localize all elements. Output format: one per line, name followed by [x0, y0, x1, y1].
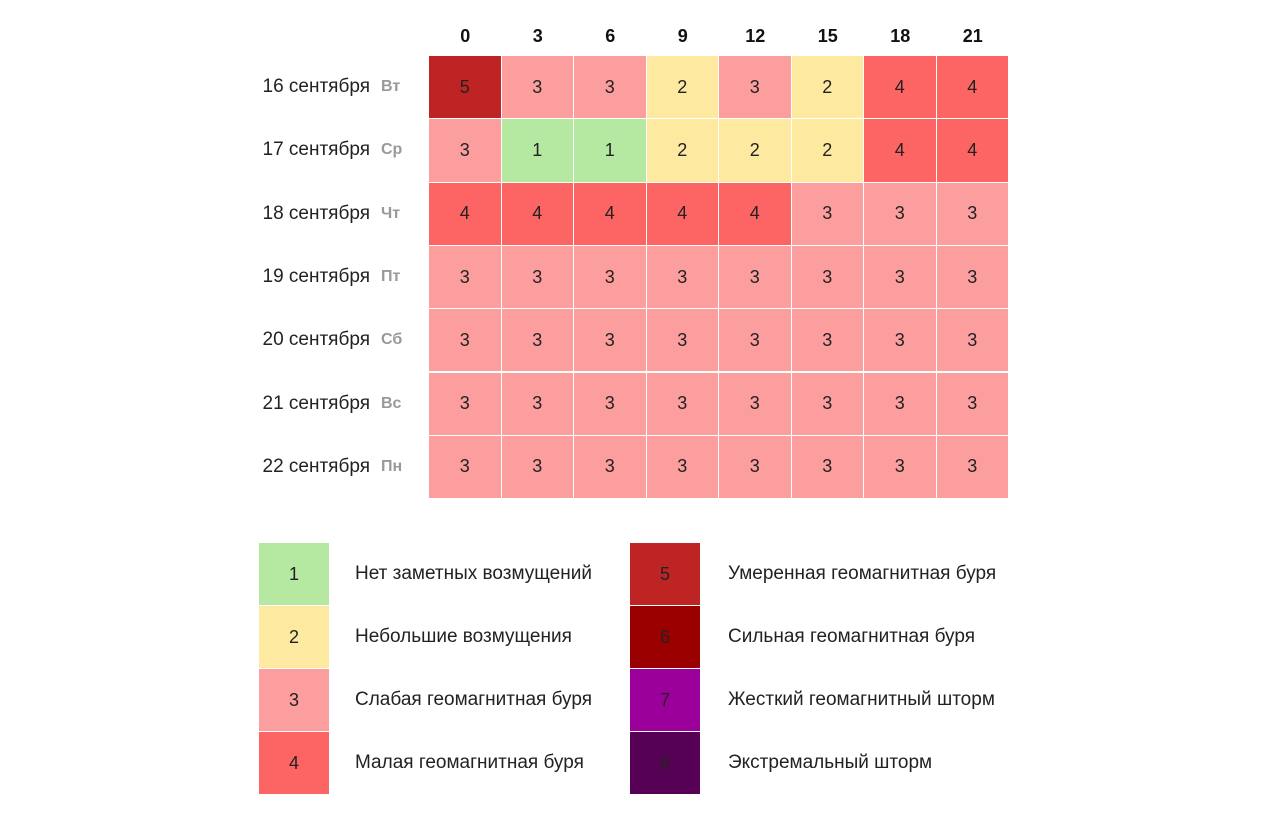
cell: 2 — [719, 119, 792, 183]
legend-swatch: 1 — [259, 543, 330, 606]
cell: 3 — [501, 372, 574, 436]
row-weekday: Пт — [381, 267, 401, 285]
cell: 3 — [791, 435, 864, 500]
column-header: 18 — [890, 26, 911, 46]
cell: 3 — [429, 245, 502, 310]
cell: 3 — [791, 182, 864, 246]
cell: 3 — [936, 309, 1009, 373]
cell: 3 — [864, 372, 937, 436]
cell: 3 — [501, 56, 574, 120]
row-weekday: Чт — [381, 204, 401, 222]
cell: 3 — [429, 119, 502, 183]
legend-label: Умеренная геомагнитная буря — [728, 563, 997, 584]
legend-swatch: 5 — [630, 543, 701, 606]
row-date: 17 сентября — [262, 139, 371, 161]
cell: 3 — [864, 435, 937, 500]
column-header: 6 — [605, 26, 616, 46]
cell: 3 — [719, 309, 792, 373]
legend-swatch: 8 — [630, 732, 701, 795]
row-date: 20 сентября — [262, 329, 371, 351]
cell: 2 — [646, 56, 719, 120]
cell: 3 — [429, 435, 502, 500]
cell: 3 — [574, 309, 647, 373]
cell: 4 — [864, 56, 937, 120]
cell: 3 — [574, 56, 647, 120]
cell: 1 — [574, 119, 647, 183]
row-date: 19 сентября — [262, 265, 371, 287]
cell: 4 — [719, 182, 792, 246]
cell: 4 — [936, 119, 1009, 183]
cell: 5 — [429, 56, 502, 120]
cell: 4 — [936, 56, 1009, 120]
cell: 3 — [574, 435, 647, 500]
cell: 3 — [791, 245, 864, 310]
cell: 4 — [646, 182, 719, 246]
row-weekday: Вс — [381, 394, 402, 412]
cell: 3 — [936, 435, 1009, 500]
column-header: 21 — [962, 26, 983, 46]
cell: 3 — [646, 435, 719, 500]
legend-label: Сильная геомагнитная буря — [728, 626, 975, 647]
cell: 3 — [719, 435, 792, 500]
cell: 3 — [936, 182, 1009, 246]
cell: 3 — [864, 309, 937, 373]
cell: 3 — [429, 309, 502, 373]
legend-label: Жесткий геомагнитный шторм — [728, 689, 995, 710]
row-weekday: Вт — [381, 78, 401, 95]
column-header: 9 — [677, 26, 688, 46]
row-date: 22 сентября — [262, 455, 371, 477]
cell: 3 — [719, 56, 792, 120]
cell: 3 — [646, 372, 719, 436]
cell: 3 — [936, 372, 1009, 436]
legend-label: Слабая геомагнитная буря — [355, 689, 592, 710]
cell: 2 — [791, 119, 864, 183]
cell: 3 — [864, 182, 937, 246]
legend-label: Малая геомагнитная буря — [355, 752, 584, 773]
cell: 3 — [791, 372, 864, 436]
cell: 4 — [864, 119, 937, 183]
cell: 3 — [719, 372, 792, 436]
cell: 2 — [646, 119, 719, 183]
cell: 3 — [501, 245, 574, 310]
cell: 3 — [574, 372, 647, 436]
legend-label: Небольшие возмущения — [355, 626, 572, 647]
legend-swatch: 7 — [630, 669, 701, 732]
cell: 1 — [501, 119, 574, 183]
cell: 3 — [429, 372, 502, 436]
row-weekday: Сб — [381, 331, 403, 349]
cell: 3 — [646, 245, 719, 310]
legend-swatch: 4 — [259, 732, 330, 795]
legend-swatch: 3 — [259, 669, 330, 732]
cell: 3 — [719, 245, 792, 310]
row-weekday: Пн — [381, 457, 403, 475]
column-header: 15 — [817, 26, 838, 46]
cell: 4 — [501, 182, 574, 246]
row-date: 18 сентября — [262, 202, 371, 224]
row-date: 21 сентября — [262, 392, 371, 414]
cell: 3 — [864, 245, 937, 310]
row-date: 16 сентября — [262, 76, 371, 97]
cell: 4 — [574, 182, 647, 246]
cell: 3 — [501, 309, 574, 373]
legend-label: Нет заметных возмущений — [355, 563, 592, 584]
cell: 3 — [936, 245, 1009, 310]
legend-swatch: 2 — [259, 606, 330, 669]
cell: 3 — [646, 309, 719, 373]
cell: 3 — [574, 245, 647, 310]
legend-label: Экстремальный шторм — [728, 752, 933, 773]
column-header: 3 — [532, 26, 543, 46]
cell: 3 — [501, 435, 574, 500]
cell: 3 — [791, 309, 864, 373]
column-header: 0 — [460, 26, 471, 46]
cell: 4 — [429, 182, 502, 246]
cell: 2 — [791, 56, 864, 120]
row-weekday: Ср — [381, 141, 403, 159]
column-header: 12 — [745, 26, 766, 46]
legend-swatch: 6 — [630, 606, 701, 669]
